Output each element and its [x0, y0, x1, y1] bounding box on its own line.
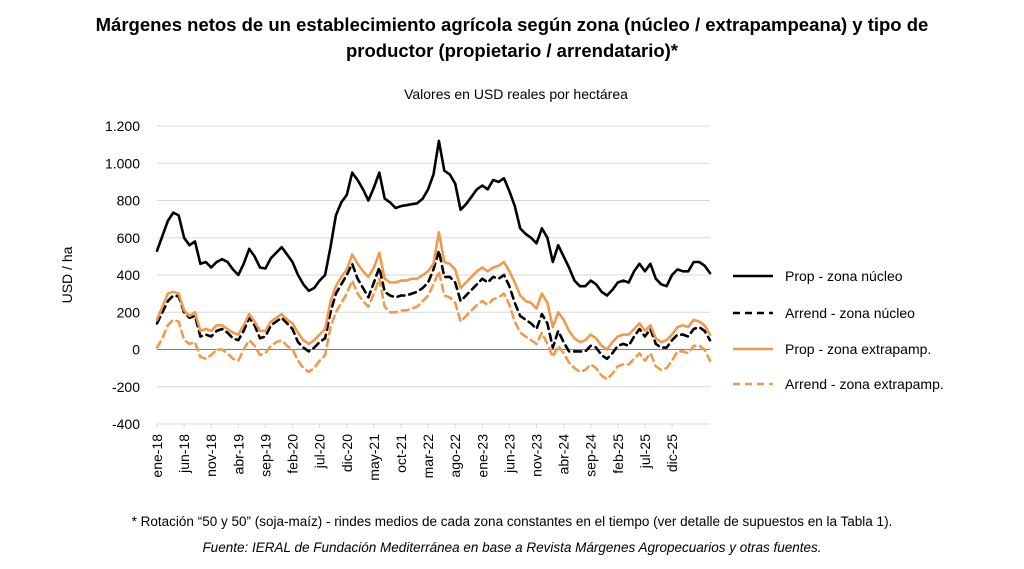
chart-title-line1: Márgenes netos de un establecimiento agr… — [95, 14, 929, 35]
x-tick-label: ene-23 — [474, 434, 490, 478]
chart-title-line2: productor (propietario / arrendatario)* — [345, 40, 678, 61]
chart-subtitle: Valores en USD reales por hectárea — [404, 86, 628, 102]
series-layer — [155, 139, 712, 381]
x-tick-label: abr-19 — [230, 434, 246, 475]
y-tick-label: 1.000 — [105, 155, 140, 171]
x-tick-label: sep-24 — [583, 434, 599, 477]
grid-layer — [157, 125, 710, 425]
x-tick-label: feb-20 — [285, 434, 301, 474]
x-tick-label: ago-22 — [447, 434, 463, 478]
x-tick-label: mar-22 — [420, 434, 436, 479]
y-tick-label: 400 — [117, 267, 141, 283]
y-tick-label: 600 — [117, 230, 141, 246]
y-tick-label: -400 — [112, 416, 140, 432]
series-line-3 — [155, 230, 712, 351]
x-tick-label: jun-18 — [176, 434, 192, 474]
axis-layer: -400 -200 0 200 400 600 800 1.000 1.200 USD / ha e… — [59, 118, 680, 481]
series-line-1 — [155, 139, 712, 297]
x-tick-label: jul-20 — [312, 434, 328, 469]
y-axis-label: USD / ha — [59, 246, 75, 303]
y-tick-label: 200 — [117, 304, 141, 320]
x-tick-label: ene-18 — [149, 434, 165, 478]
x-tick-label: oct-21 — [393, 434, 409, 473]
source-note: Fuente: IERAL de Fundación Mediterránea … — [202, 540, 822, 555]
y-tick-label: 800 — [117, 193, 141, 209]
y-tick-label: 1.200 — [105, 118, 140, 134]
footnote: * Rotación “50 y 50” (soja-maíz) - rinde… — [131, 514, 893, 529]
y-tick-label: 0 — [132, 342, 140, 358]
legend: Prop - zona núcleo Arrend - zona núcleo Pr… — [733, 268, 944, 392]
x-tick-label: dic-20 — [339, 434, 355, 472]
legend-label-4: Arrend - zona extrapamp. — [785, 376, 944, 392]
legend-label-3: Prop - zona extrapamp. — [785, 341, 931, 357]
x-tick-label: may-21 — [366, 434, 382, 481]
x-tick-label: abr-24 — [556, 434, 572, 475]
x-tick-label: dic-25 — [664, 434, 680, 472]
chart-title: Márgenes netos de un establecimiento agr… — [0, 12, 1024, 64]
y-tick-label: -200 — [112, 379, 140, 395]
series-line-4 — [155, 269, 712, 381]
legend-label-2: Arrend - zona núcleo — [785, 305, 915, 321]
series-line-2 — [155, 249, 712, 361]
x-tick-label: sep-19 — [257, 434, 273, 477]
x-tick-label: nov-18 — [203, 434, 219, 477]
x-tick-label: nov-23 — [529, 434, 545, 477]
x-tick-label: jun-23 — [501, 434, 517, 474]
legend-label-1: Prop - zona núcleo — [785, 268, 903, 284]
x-tick-label: feb-25 — [610, 434, 626, 474]
x-tick-label: jul-25 — [637, 434, 653, 469]
